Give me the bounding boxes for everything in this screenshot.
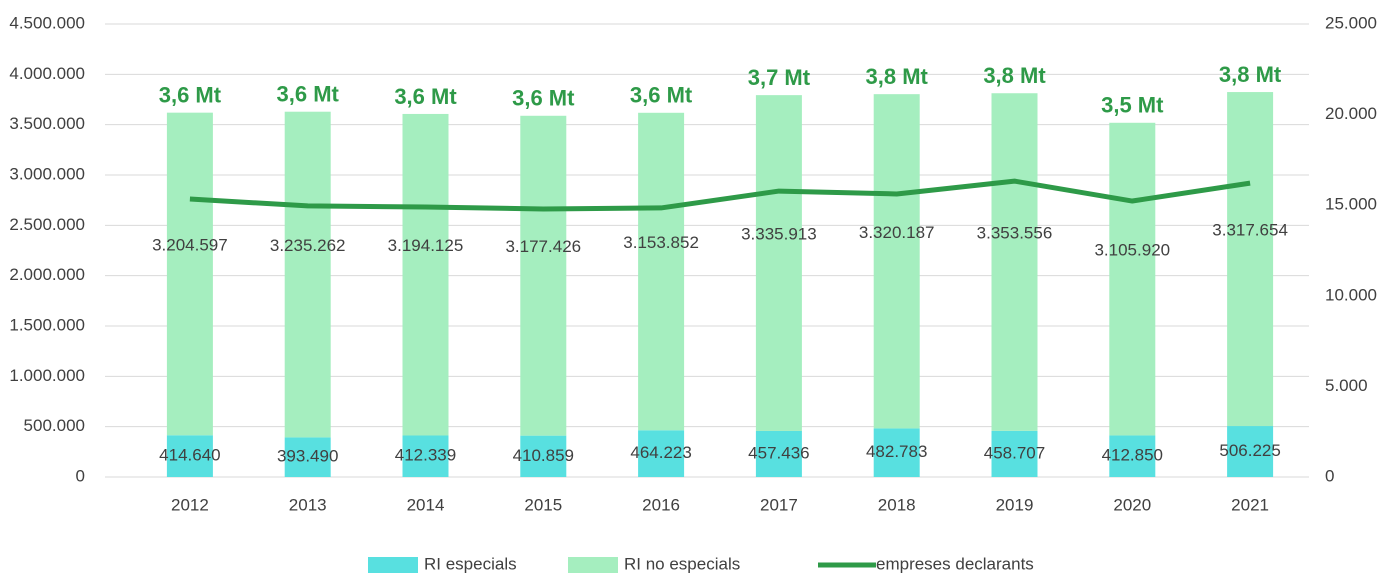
bar-segment xyxy=(284,111,331,438)
data-label: 458.707 xyxy=(984,443,1045,462)
legend-label: empreses declarants xyxy=(876,554,1034,573)
data-label: 410.859 xyxy=(513,446,574,465)
y-tick-label: 1.000.000 xyxy=(9,366,85,385)
total-label: 3,6 Mt xyxy=(159,82,222,107)
legend-swatch xyxy=(368,557,418,573)
bar-segment xyxy=(638,112,685,431)
y2-tick-label: 25.000 xyxy=(1325,13,1377,32)
bar-segment xyxy=(166,112,213,436)
y2-tick-label: 10.000 xyxy=(1325,285,1377,304)
total-label: 3,6 Mt xyxy=(277,82,340,107)
total-label: 3,7 Mt xyxy=(748,65,811,90)
total-label: 3,8 Mt xyxy=(1219,62,1282,87)
bar-segment xyxy=(1109,435,1156,477)
bar-segment xyxy=(755,95,802,431)
data-label: 3.317.654 xyxy=(1212,221,1288,240)
y-tick-label: 4.000.000 xyxy=(9,64,85,83)
y-tick-label: 4.500.000 xyxy=(9,13,85,32)
bar-segment xyxy=(166,435,213,477)
bar-segment xyxy=(520,435,567,477)
data-label: 482.783 xyxy=(866,442,927,461)
total-label: 3,8 Mt xyxy=(866,64,929,89)
data-label: 3.105.920 xyxy=(1094,241,1170,260)
x-tick-label: 2020 xyxy=(1113,495,1151,514)
x-tick-label: 2016 xyxy=(642,495,680,514)
y-tick-label: 0 xyxy=(76,466,85,485)
legend-label: RI no especials xyxy=(624,554,740,573)
y-tick-label: 2.000.000 xyxy=(9,265,85,284)
total-label: 3,6 Mt xyxy=(512,86,575,111)
total-label: 3,6 Mt xyxy=(630,83,693,108)
bar-segment xyxy=(520,115,567,436)
bar-segment xyxy=(638,430,685,477)
total-label: 3,8 Mt xyxy=(983,63,1046,88)
y2-tick-label: 20.000 xyxy=(1325,104,1377,123)
data-label: 3.235.262 xyxy=(270,236,346,255)
data-label: 412.850 xyxy=(1102,446,1163,465)
bar-segment xyxy=(991,430,1038,477)
data-label: 3.194.125 xyxy=(388,236,464,255)
bar-segment xyxy=(1227,426,1274,477)
x-tick-label: 2019 xyxy=(996,495,1034,514)
data-label: 3.320.187 xyxy=(859,223,935,242)
data-label: 3.204.597 xyxy=(152,235,228,254)
x-tick-label: 2013 xyxy=(289,495,327,514)
bar-segment xyxy=(284,437,331,477)
data-label: 506.225 xyxy=(1219,441,1280,460)
bar-segment xyxy=(873,94,920,429)
y2-tick-label: 15.000 xyxy=(1325,195,1377,214)
bar-segment xyxy=(402,435,449,477)
bar-segment xyxy=(1109,122,1156,436)
data-label: 3.335.913 xyxy=(741,225,817,244)
x-tick-label: 2017 xyxy=(760,495,798,514)
data-label: 3.353.556 xyxy=(977,224,1053,243)
data-label: 3.177.426 xyxy=(505,237,581,256)
data-label: 393.490 xyxy=(277,447,338,466)
y-tick-label: 3.500.000 xyxy=(9,114,85,133)
bar-segment xyxy=(755,430,802,477)
y2-tick-label: 5.000 xyxy=(1325,376,1368,395)
x-tick-label: 2012 xyxy=(171,495,209,514)
y-tick-label: 3.000.000 xyxy=(9,164,85,183)
y-tick-label: 500.000 xyxy=(24,416,85,435)
total-label: 3,5 Mt xyxy=(1101,93,1164,118)
data-label: 3.153.852 xyxy=(623,233,699,252)
y-tick-label: 1.500.000 xyxy=(9,315,85,334)
total-label: 3,6 Mt xyxy=(394,84,457,109)
data-label: 414.640 xyxy=(159,446,220,465)
x-tick-label: 2015 xyxy=(524,495,562,514)
data-label: 464.223 xyxy=(630,443,691,462)
bar-segment xyxy=(1227,92,1274,427)
x-tick-label: 2014 xyxy=(407,495,445,514)
line-series xyxy=(189,178,1251,212)
bar-segment xyxy=(402,113,449,436)
data-label: 412.339 xyxy=(395,446,456,465)
x-tick-label: 2018 xyxy=(878,495,916,514)
y-tick-label: 2.500.000 xyxy=(9,215,85,234)
legend-swatch xyxy=(568,557,618,573)
legend-label: RI especials xyxy=(424,554,517,573)
bar-segment xyxy=(991,93,1038,431)
y2-tick-label: 0 xyxy=(1325,466,1334,485)
data-label: 457.436 xyxy=(748,443,809,462)
bar-segment xyxy=(873,428,920,477)
x-tick-label: 2021 xyxy=(1231,495,1269,514)
